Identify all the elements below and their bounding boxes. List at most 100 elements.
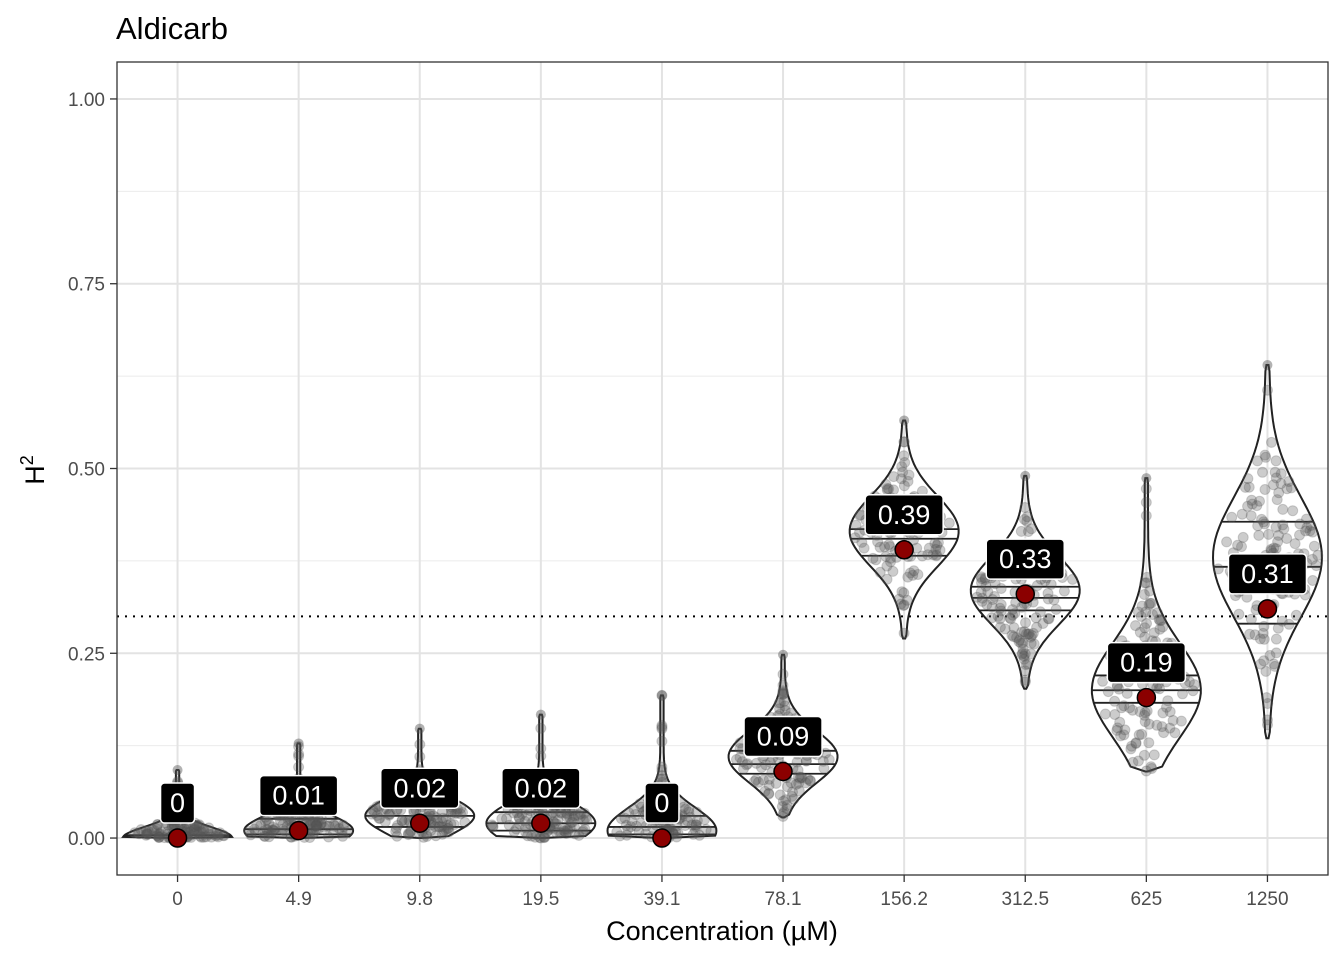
data-point — [1019, 648, 1031, 660]
data-point — [1109, 695, 1121, 707]
data-point — [734, 752, 746, 763]
data-point — [1042, 613, 1054, 624]
data-point — [337, 830, 349, 842]
data-point — [267, 821, 279, 833]
data-point — [1258, 633, 1270, 645]
data-point — [779, 704, 791, 716]
data-point — [374, 812, 386, 824]
data-point — [153, 832, 165, 843]
data-point — [205, 831, 217, 843]
data-point — [1276, 615, 1288, 627]
data-point — [912, 569, 924, 580]
data-point — [849, 532, 861, 544]
data-point — [625, 821, 637, 833]
data-point — [626, 815, 638, 827]
data-point — [503, 819, 515, 831]
data-point — [818, 762, 830, 774]
data-point — [577, 825, 589, 837]
estimate-label-1250: 0.31 — [1241, 559, 1294, 589]
data-point — [442, 822, 454, 834]
data-point — [1019, 676, 1031, 688]
data-point — [305, 817, 317, 829]
data-point — [564, 822, 576, 834]
data-point — [1116, 702, 1128, 714]
data-point — [1294, 518, 1306, 530]
data-point — [794, 772, 806, 784]
data-point — [550, 827, 562, 839]
data-point — [1034, 606, 1046, 618]
data-point — [1158, 727, 1170, 739]
data-point — [312, 816, 324, 828]
data-point — [539, 831, 551, 843]
data-point — [433, 821, 445, 833]
data-point — [785, 777, 797, 789]
data-point — [1188, 679, 1200, 691]
data-point — [577, 826, 589, 838]
data-point — [1042, 587, 1054, 599]
data-point — [211, 828, 223, 840]
data-point — [310, 820, 322, 832]
data-point — [293, 761, 305, 773]
data-point — [1254, 633, 1266, 645]
data-point — [1097, 675, 1109, 687]
data-point — [383, 809, 395, 821]
data-point — [1127, 756, 1139, 768]
data-point — [508, 826, 520, 838]
data-point — [1256, 513, 1268, 525]
data-point — [1270, 521, 1282, 533]
data-point — [656, 735, 668, 747]
data-point — [311, 820, 323, 832]
data-point — [1277, 519, 1289, 531]
data-point — [705, 825, 717, 837]
data-point — [1236, 541, 1247, 553]
data-point — [656, 764, 668, 776]
data-point — [1141, 571, 1153, 583]
data-point — [1257, 466, 1268, 478]
data-point — [366, 808, 378, 820]
estimate-point-78.1 — [773, 761, 793, 782]
data-point — [431, 812, 442, 824]
data-point — [1140, 765, 1152, 777]
data-point — [1294, 529, 1305, 541]
data-point — [562, 825, 574, 837]
data-point — [1260, 665, 1272, 677]
data-point — [414, 723, 425, 734]
data-point — [337, 819, 349, 831]
data-point — [202, 824, 214, 836]
data-point — [699, 814, 710, 826]
data-point — [501, 813, 512, 825]
data-point — [1305, 520, 1317, 532]
data-point — [309, 816, 321, 828]
data-point — [640, 828, 652, 840]
data-point — [656, 721, 668, 733]
data-point — [1022, 526, 1034, 537]
data-point — [323, 820, 335, 832]
data-point — [1021, 515, 1033, 527]
data-point — [742, 758, 754, 770]
data-point — [193, 820, 205, 832]
data-point — [562, 823, 574, 835]
data-point — [922, 549, 934, 561]
data-point — [1140, 577, 1152, 589]
data-point — [750, 757, 762, 769]
data-point — [898, 436, 910, 448]
data-point — [680, 803, 692, 815]
data-point — [442, 823, 453, 835]
data-point — [683, 804, 695, 815]
data-point — [535, 750, 547, 762]
data-point — [142, 825, 154, 837]
data-point — [404, 827, 416, 839]
data-point — [255, 819, 267, 831]
data-point — [153, 831, 165, 843]
axes: 0.00 0.25 0.50 0.75 1.00 0 4.9 9.8 19.5 39.1 78.1 1… — [68, 90, 1289, 910]
data-point — [1141, 618, 1152, 629]
data-point — [623, 807, 635, 819]
x-tick-label: 39.1 — [643, 889, 680, 910]
data-point — [1212, 563, 1224, 575]
data-point — [1126, 740, 1138, 752]
data-point — [430, 830, 442, 842]
data-point — [753, 776, 764, 788]
estimate-label-78.1: 0.09 — [757, 722, 810, 752]
data-point — [1285, 482, 1297, 494]
data-point — [1259, 518, 1270, 530]
